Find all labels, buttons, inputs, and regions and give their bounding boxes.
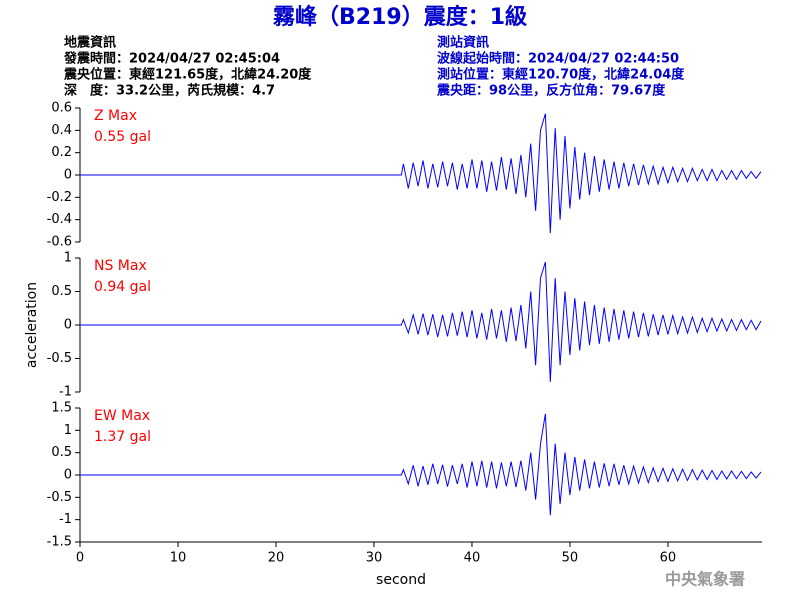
x-tick-label: 40 <box>464 551 481 566</box>
y-tick-label: 0.5 <box>51 284 72 299</box>
annotation: 0.94 gal <box>94 279 151 295</box>
y-axis-label: acceleration <box>24 282 40 368</box>
y-tick-label: 0 <box>64 318 72 333</box>
watermark: 中央氣象署 <box>665 570 745 589</box>
y-tick-label: -1.5 <box>47 535 72 550</box>
y-tick-label: -1 <box>59 512 72 527</box>
y-tick-label: -1 <box>59 385 72 400</box>
y-tick-label: -0.4 <box>47 212 72 227</box>
station-info: 測站位置：東經120.70度，北緯24.04度 <box>437 67 685 83</box>
annotation: 1.37 gal <box>94 429 151 445</box>
annotation: NS Max <box>94 258 147 274</box>
waveform <box>80 413 762 516</box>
x-tick-label: 20 <box>268 551 285 566</box>
y-tick-label: 0.2 <box>51 145 72 160</box>
quake-info: 深 度：33.2公里，芮氏規模：4.7 <box>64 83 275 99</box>
y-tick-label: -0.5 <box>47 351 72 366</box>
annotation: 0.55 gal <box>94 129 151 145</box>
title: 霧峰（B219）震度：1級 <box>272 4 527 30</box>
station-info: 震央距：98公里，反方位角：79.67度 <box>436 83 666 99</box>
quake-info: 震央位置：東經121.65度，北緯24.20度 <box>63 67 312 83</box>
y-tick-label: -0.2 <box>47 190 72 205</box>
y-tick-label: 0.4 <box>51 123 72 138</box>
y-tick-label: 0 <box>64 468 72 483</box>
y-tick-label: -0.6 <box>47 235 72 250</box>
x-tick-label: 30 <box>366 551 383 566</box>
quake-info: 發震時間：2024/04/27 02:45:04 <box>63 51 280 67</box>
y-tick-label: 1 <box>64 251 72 266</box>
y-tick-label: 0.6 <box>51 101 72 116</box>
annotation: EW Max <box>94 408 150 424</box>
quake-info: 地震資訊 <box>64 35 116 51</box>
waveform <box>80 261 762 382</box>
y-tick-label: 0.5 <box>51 445 72 460</box>
annotation: Z Max <box>94 108 137 124</box>
station-info: 測站資訊 <box>437 35 489 51</box>
x-tick-label: 0 <box>76 551 84 566</box>
y-tick-label: -0.5 <box>47 490 72 505</box>
y-tick-label: 1 <box>64 423 72 438</box>
x-tick-label: 60 <box>660 551 677 566</box>
y-tick-label: 0 <box>64 168 72 183</box>
x-tick-label: 50 <box>562 551 579 566</box>
x-tick-label: 10 <box>170 551 187 566</box>
station-info: 波線起始時間：2024/04/27 02:44:50 <box>437 51 679 67</box>
waveform <box>80 113 762 234</box>
x-axis-label: second <box>376 572 426 588</box>
y-tick-label: 1.5 <box>51 401 72 416</box>
